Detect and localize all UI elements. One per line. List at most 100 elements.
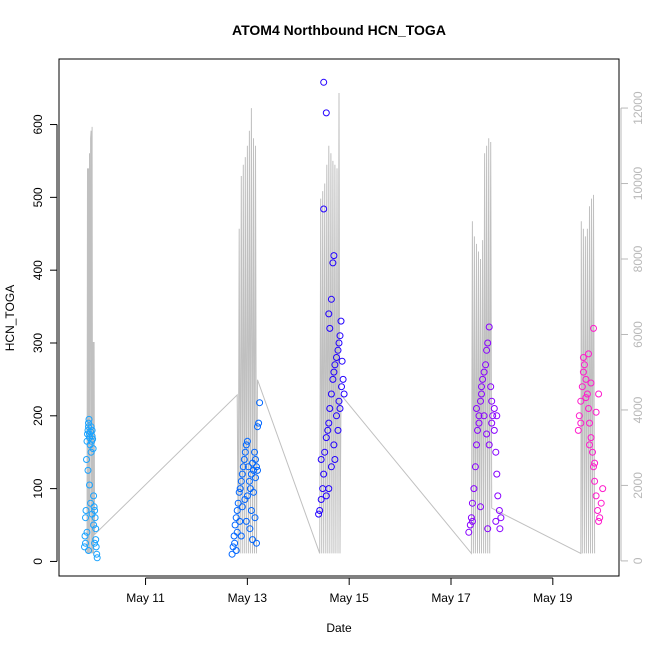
data-point: [242, 517, 250, 525]
data-point: [577, 419, 585, 427]
data-point: [325, 310, 333, 318]
data-point: [242, 441, 250, 449]
data-point: [340, 390, 348, 398]
data-point: [89, 445, 97, 453]
data-point: [240, 456, 248, 463]
data-point: [236, 485, 244, 493]
data-point: [330, 252, 338, 260]
y-tick-label: 400: [31, 260, 45, 280]
data-point: [575, 412, 583, 420]
data-point: [243, 437, 251, 445]
data-point: [495, 507, 503, 514]
data-point: [480, 368, 488, 376]
data-point: [93, 550, 101, 558]
data-point: [83, 528, 91, 536]
data-point: [331, 361, 339, 369]
data-point: [326, 324, 334, 332]
data-point: [579, 368, 587, 376]
data-point: [250, 488, 257, 496]
data-point: [587, 379, 595, 387]
data-point: [320, 470, 328, 478]
y-tick-label: 200: [31, 405, 45, 425]
data-point: [466, 521, 474, 529]
plot-frame: [58, 58, 620, 577]
data-point: [474, 426, 481, 434]
data-point: [327, 295, 335, 303]
data-point: [232, 547, 240, 554]
data-point: [235, 488, 243, 496]
data-point: [246, 525, 254, 533]
data-point: [496, 525, 504, 533]
data-point: [251, 514, 259, 522]
data-point: [596, 514, 604, 522]
data-point: [490, 426, 498, 434]
data-point: [245, 477, 253, 485]
data-point: [592, 492, 600, 500]
data-point: [82, 539, 89, 547]
data-point: [330, 441, 338, 449]
data-point: [237, 532, 245, 540]
data-point: [252, 456, 259, 463]
secondary-y-tick-label: 4000: [631, 396, 645, 423]
data-point: [232, 514, 240, 522]
data-point: [244, 463, 252, 471]
data-point: [483, 430, 491, 438]
y-tick-label: 100: [31, 478, 45, 498]
data-point: [497, 514, 505, 522]
data-point: [477, 503, 484, 511]
x-tick-label: May 15: [330, 591, 370, 605]
data-point: [471, 463, 479, 471]
data-point: [470, 485, 478, 493]
data-point: [253, 539, 260, 547]
data-point: [336, 405, 344, 412]
data-point: [247, 470, 255, 478]
secondary-y-tick-label: 12000: [631, 91, 645, 125]
data-point: [90, 503, 98, 511]
data-point: [82, 507, 90, 514]
data-point: [484, 339, 492, 347]
data-point: [327, 463, 335, 471]
data-point: [333, 412, 340, 420]
secondary-series-polyline: [86, 92, 596, 555]
data-point: [597, 499, 605, 507]
y-tick-label: 600: [31, 114, 45, 134]
data-point: [81, 532, 89, 540]
data-point: [335, 339, 343, 347]
data-point: [599, 485, 607, 493]
data-point: [483, 346, 491, 354]
data-point: [316, 507, 324, 514]
data-point: [485, 323, 493, 331]
data-point: [578, 383, 586, 391]
data-point: [87, 499, 95, 507]
data-point: [582, 375, 590, 383]
data-point: [322, 492, 330, 500]
data-point: [317, 456, 325, 463]
data-point: [590, 324, 597, 332]
data-point: [580, 361, 588, 369]
data-point: [329, 259, 337, 267]
data-point: [83, 456, 90, 463]
data-point: [338, 357, 346, 365]
data-point: [591, 459, 599, 467]
data-point: [237, 477, 245, 485]
data-points: [81, 78, 607, 562]
data-point: [579, 354, 587, 361]
data-point: [490, 405, 498, 412]
data-point: [595, 517, 603, 525]
secondary-series-line: [86, 92, 596, 555]
data-point: [586, 419, 593, 427]
data-point: [494, 492, 502, 500]
data-point: [231, 521, 239, 529]
data-point: [478, 383, 485, 391]
data-point: [85, 415, 93, 423]
data-point: [87, 448, 95, 456]
chart-title: ATOM4 Northbound HCN_TOGA: [232, 22, 446, 38]
data-point: [322, 109, 330, 117]
x-tick-label: May 13: [228, 591, 268, 605]
secondary-y-tick-label: 0: [631, 557, 645, 564]
data-point: [468, 499, 476, 507]
data-point: [574, 426, 582, 434]
data-point: [85, 547, 92, 554]
data-point: [489, 412, 497, 420]
data-point: [475, 419, 483, 427]
